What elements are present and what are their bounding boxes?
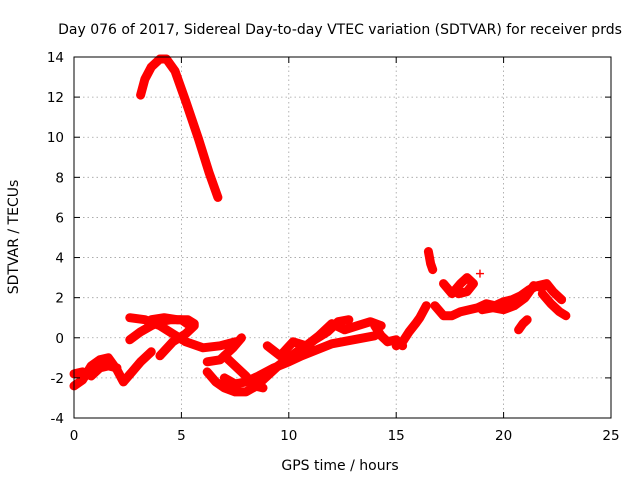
series-arc-21 [514, 315, 532, 335]
y-tick-label: 0 [55, 331, 64, 347]
series-arc-6 [146, 313, 199, 329]
series-arc-1 [136, 54, 223, 202]
x-tick-label: 0 [70, 428, 79, 444]
grid-lines [74, 57, 611, 418]
series-arc-13 [297, 315, 354, 355]
x-tick-label: 25 [602, 428, 619, 444]
y-tick-label: 8 [55, 170, 64, 186]
y-tick-label: 14 [47, 50, 64, 66]
series-arc-17 [439, 273, 478, 299]
y-tick-label: 12 [47, 90, 64, 106]
series-arc-7 [155, 321, 199, 361]
y-tick-label: 4 [55, 251, 64, 267]
x-axis-label: GPS time / hours [281, 458, 398, 474]
x-tick-label: 10 [280, 428, 297, 444]
series-arc-10 [219, 331, 380, 389]
y-axis-label: SDTVAR / TECUs [6, 180, 22, 295]
y-tick-label: -2 [51, 371, 64, 387]
x-tick-label: 15 [388, 428, 405, 444]
y-tick-label: 2 [55, 291, 64, 307]
axis-ticks: 0 5 10 15 20 25 -4 -2 0 2 4 6 8 10 12 14 [47, 50, 620, 444]
series-arc-3 [69, 361, 122, 381]
series-arc-19 [477, 281, 547, 315]
chart-title: Day 076 of 2017, Sidereal Day-to-day VTE… [58, 22, 622, 38]
series-arc-20 [537, 289, 571, 321]
y-tick-label: -4 [51, 411, 64, 427]
plot-frame [73, 56, 612, 419]
data-series [69, 54, 571, 397]
x-tick-label: 5 [177, 428, 186, 444]
series-arc-11 [219, 351, 268, 393]
data-point-marker [475, 269, 484, 278]
x-tick-label: 20 [495, 428, 512, 444]
series-arc-15 [391, 301, 431, 351]
y-tick-label: 10 [47, 130, 64, 146]
series-arc-16 [423, 247, 438, 275]
y-tick-label: 6 [55, 210, 64, 226]
